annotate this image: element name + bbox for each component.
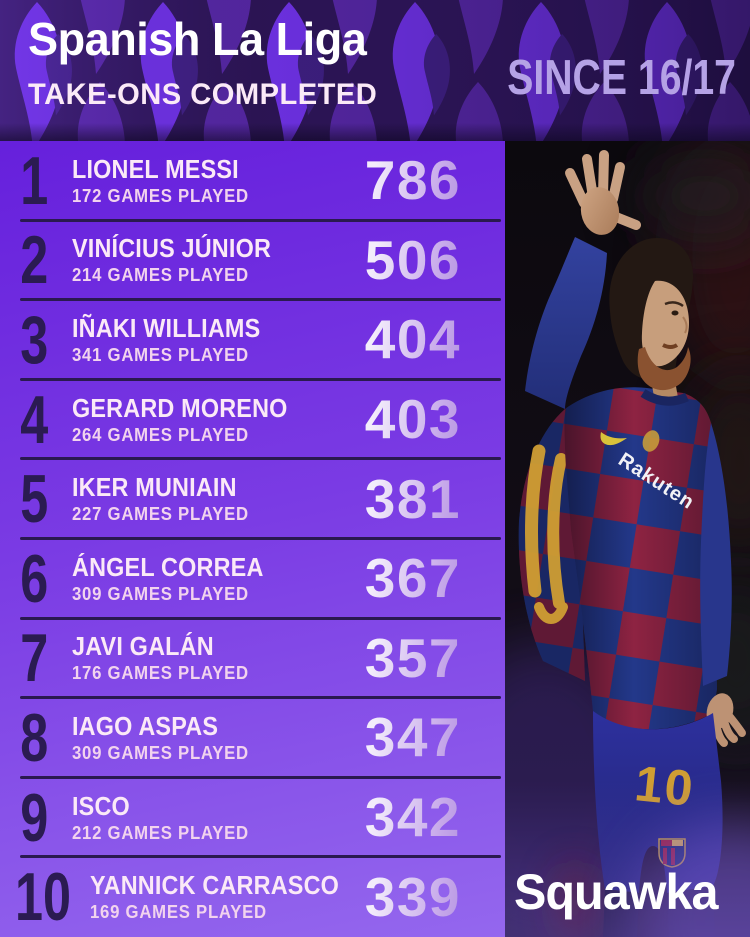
head: [609, 238, 694, 406]
table-row: 7 JAVI GALÁN 176 GAMES PLAYED 357: [0, 619, 505, 699]
player-info: VINÍCIUS JÚNIOR 214 GAMES PLAYED: [72, 234, 293, 286]
squawka-logo: Squawka: [514, 864, 718, 920]
header: Spanish La Liga TAKE-ONS COMPLETED SINCE…: [0, 0, 750, 141]
back-number-gold: [525, 444, 568, 624]
left-arm-sleeve: [700, 423, 732, 686]
takeons-value: 347: [365, 710, 505, 765]
takeons-value: 367: [365, 551, 505, 606]
page-title: Spanish La Liga: [28, 13, 367, 65]
player-name: GERARD MORENO: [72, 392, 288, 423]
player-info: GERARD MORENO 264 GAMES PLAYED: [72, 392, 312, 446]
eyebrow: [664, 301, 684, 308]
table-row: 5 IKER MUNIAIN 227 GAMES PLAYED 381: [0, 459, 505, 540]
jersey-torso-shade: [564, 387, 719, 730]
games-played-label: 309 GAMES PLAYED: [72, 583, 249, 604]
player-info: ISCO 212 GAMES PLAYED: [72, 790, 262, 844]
player-info: IAGO ASPAS 309 GAMES PLAYED: [72, 712, 262, 764]
games-played-label: 172 GAMES PLAYED: [72, 185, 249, 206]
player-name: YANNICK CARRASCO: [89, 870, 339, 901]
raised-arm-sleeve: [525, 237, 607, 409]
player-info: ÁNGEL CORREA 309 GAMES PLAYED: [72, 553, 285, 605]
games-played-label: 212 GAMES PLAYED: [72, 822, 249, 843]
takeons-value: 786: [365, 153, 505, 208]
player-photo-panel: Rakuten 10: [505, 141, 750, 937]
player-name: LIONEL MESSI: [72, 153, 239, 184]
games-played-label: 341 GAMES PLAYED: [72, 345, 249, 366]
rank-number: 3: [20, 301, 49, 378]
eye: [671, 310, 679, 316]
player-info: IÑAKI WILLIAMS 341 GAMES PLAYED: [72, 314, 281, 366]
player-info: JAVI GALÁN 176 GAMES PLAYED: [72, 632, 262, 684]
player-info: LIONEL MESSI 172 GAMES PLAYED: [72, 155, 262, 207]
player-name: IÑAKI WILLIAMS: [72, 312, 261, 343]
rank-number: 2: [20, 222, 49, 299]
rank-number: 10: [15, 859, 72, 936]
takeons-value: 357: [365, 630, 505, 686]
raised-hand: [565, 150, 641, 235]
mustache: [662, 343, 679, 349]
rank-number: 9: [20, 779, 49, 856]
rank-number: 5: [20, 461, 49, 538]
beard: [637, 347, 691, 391]
table-row: 2 VINÍCIUS JÚNIOR 214 GAMES PLAYED 506: [0, 221, 505, 301]
table-row: 6 ÁNGEL CORREA 309 GAMES PLAYED 367: [0, 539, 505, 620]
rank-number: 4: [20, 381, 49, 458]
messi-figure: Rakuten 10: [518, 150, 746, 937]
player-name: VINÍCIUS JÚNIOR: [72, 233, 272, 264]
games-played-label: 309 GAMES PLAYED: [72, 742, 249, 763]
takeons-value: 381: [365, 471, 505, 527]
player-name: JAVI GALÁN: [72, 631, 214, 662]
takeons-value: 339: [365, 869, 505, 925]
player-name: ISCO: [72, 790, 130, 821]
rank-number: 7: [20, 620, 49, 697]
purple-glow-right: [633, 821, 750, 937]
collar: [640, 389, 689, 406]
takeons-value: 403: [365, 392, 505, 447]
games-played-label: 176 GAMES PLAYED: [72, 663, 249, 684]
messi-photo-illustration: Rakuten 10: [505, 141, 750, 937]
takeons-value: 506: [365, 232, 505, 288]
table-row: 10 YANNICK CARRASCO 169 GAMES PLAYED 339: [0, 857, 505, 937]
page-subtitle: TAKE-ONS COMPLETED: [28, 78, 378, 111]
barcelona-chest-crest: [642, 430, 660, 452]
since-season-label: SINCE 16/17: [507, 51, 736, 105]
games-played-label: 214 GAMES PLAYED: [72, 265, 249, 286]
rank-number: 6: [20, 540, 49, 617]
rank-number: 8: [20, 699, 49, 776]
player-name: ÁNGEL CORREA: [72, 551, 264, 582]
table-row: 3 IÑAKI WILLIAMS 341 GAMES PLAYED 404: [0, 300, 505, 381]
table-row: 1 LIONEL MESSI 172 GAMES PLAYED 786: [0, 141, 505, 222]
crowd-blur-dark: [635, 146, 750, 246]
flame-pattern-background: [0, 0, 750, 141]
player-info: IKER MUNIAIN 227 GAMES PLAYED: [72, 473, 262, 525]
games-played-label: 169 GAMES PLAYED: [89, 902, 267, 923]
nose-shade: [682, 316, 688, 334]
player-name: IAGO ASPAS: [72, 710, 219, 741]
player-info: YANNICK CARRASCO 169 GAMES PLAYED: [90, 871, 365, 923]
games-played-label: 264 GAMES PLAYED: [72, 424, 249, 445]
ranking-list: 1 LIONEL MESSI 172 GAMES PLAYED 786 2 VI…: [0, 141, 505, 937]
takeons-value: 404: [365, 312, 505, 367]
games-played-label: 227 GAMES PLAYED: [72, 504, 249, 525]
table-row: 8 IAGO ASPAS 309 GAMES PLAYED 347: [0, 698, 505, 779]
table-row: 9 ISCO 212 GAMES PLAYED 342: [0, 778, 505, 858]
player-name: IKER MUNIAIN: [72, 472, 237, 503]
takeons-value: 342: [365, 790, 505, 845]
table-row: 4 GERARD MORENO 264 GAMES PLAYED 403: [0, 380, 505, 460]
rank-number: 1: [20, 142, 49, 219]
nike-swoosh-icon: [600, 432, 627, 446]
